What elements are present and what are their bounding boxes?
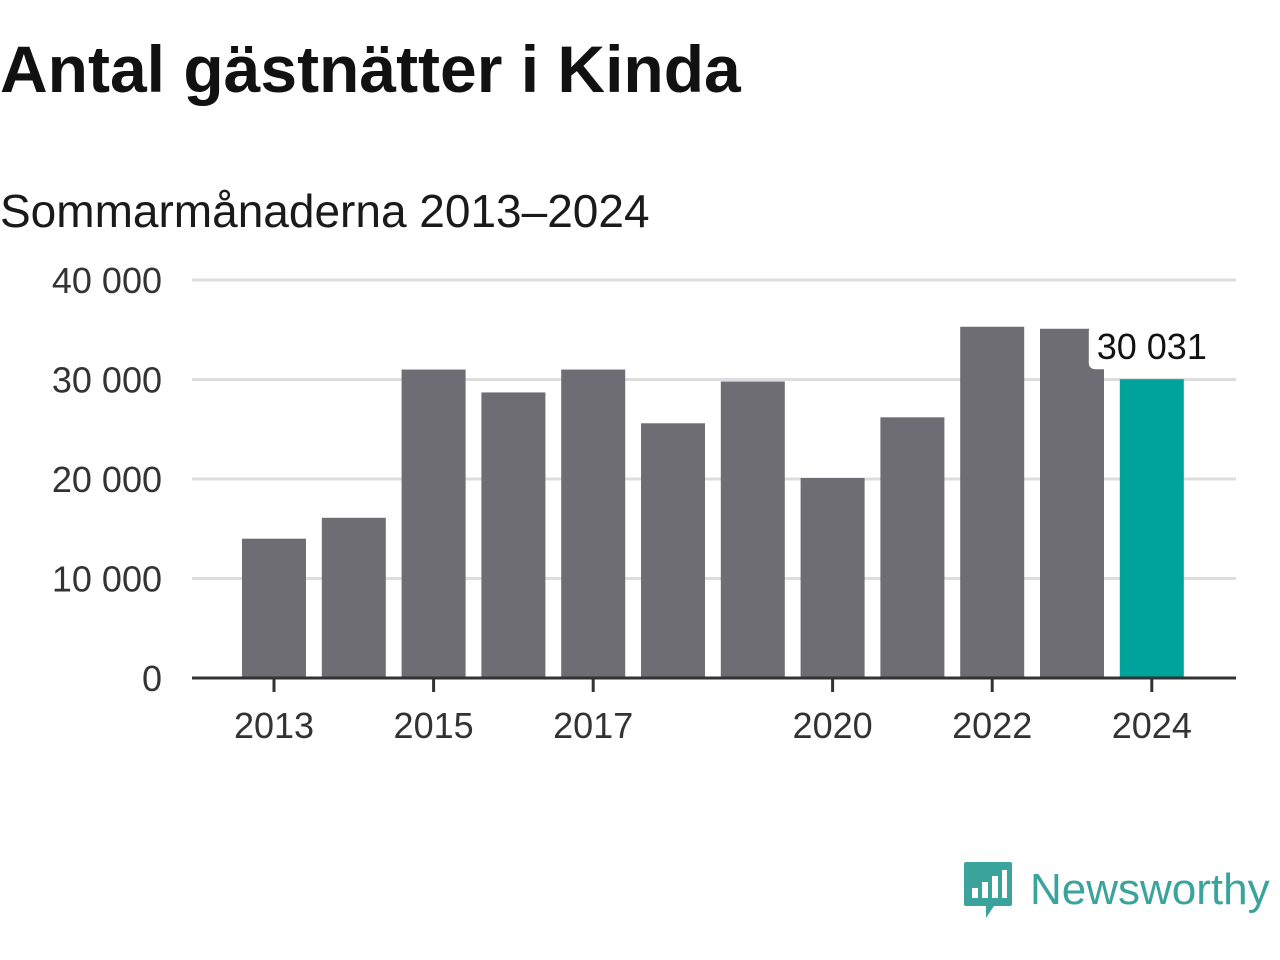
x-axis <box>192 676 1236 692</box>
x-tick-label: 2022 <box>952 705 1032 746</box>
bar <box>641 423 705 678</box>
bar <box>561 369 626 678</box>
data-label-2024: 30 031 <box>1097 326 1207 367</box>
x-tick-label: 2024 <box>1112 705 1192 746</box>
bar <box>1040 328 1104 678</box>
bar <box>720 381 785 678</box>
x-tick-label: 2020 <box>793 705 873 746</box>
labels: 0 10 000 20 000 30 000 40 000 2013 2015 2017 202… <box>52 260 1215 746</box>
bar <box>880 417 945 678</box>
chart-title: Antal gästnätter i Kinda <box>0 32 741 106</box>
bar <box>960 326 1025 678</box>
brand-logo: Newsworthy <box>962 860 1270 920</box>
chart-subtitle: Sommarmånaderna 2013–2024 <box>0 185 650 237</box>
x-tick-label: 2015 <box>394 705 474 746</box>
x-tick-label: 2017 <box>553 705 633 746</box>
x-tick-label: 2013 <box>234 705 314 746</box>
y-tick-label: 40 000 <box>52 260 162 301</box>
bar <box>481 392 546 678</box>
bar <box>1119 379 1184 678</box>
newsworthy-logo-icon <box>964 862 1012 918</box>
bar <box>401 369 466 678</box>
data-label-background <box>1088 325 1215 370</box>
bars <box>242 326 1184 678</box>
y-tick-label: 20 000 <box>52 459 162 500</box>
y-tick-label: 10 000 <box>52 559 162 600</box>
y-tick-label: 30 000 <box>52 360 162 401</box>
bar <box>242 538 306 678</box>
brand-name: Newsworthy <box>1030 865 1270 914</box>
y-tick-label: 0 <box>142 658 162 699</box>
bar <box>321 517 386 678</box>
bar <box>800 478 865 678</box>
